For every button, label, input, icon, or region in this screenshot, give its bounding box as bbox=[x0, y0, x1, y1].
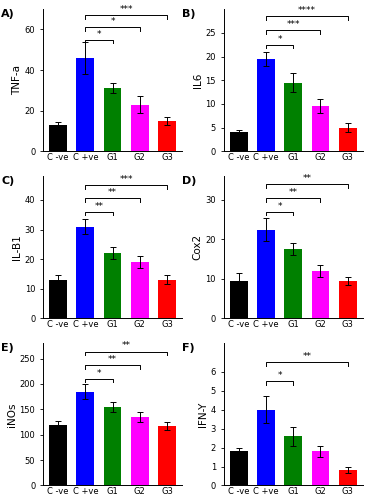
Bar bbox=[49, 125, 67, 151]
Bar bbox=[131, 104, 149, 151]
Text: *: * bbox=[110, 18, 115, 26]
Bar bbox=[131, 262, 149, 318]
Bar bbox=[257, 230, 275, 318]
Bar bbox=[104, 88, 121, 151]
Text: **: ** bbox=[289, 188, 298, 197]
Bar bbox=[104, 253, 121, 318]
Text: **: ** bbox=[94, 202, 103, 210]
Bar bbox=[76, 226, 94, 318]
Text: *: * bbox=[277, 371, 282, 380]
Text: C): C) bbox=[1, 176, 14, 186]
Bar bbox=[158, 121, 176, 151]
Y-axis label: TNF-a: TNF-a bbox=[12, 65, 22, 95]
Text: ****: **** bbox=[298, 6, 316, 15]
Y-axis label: IFN-Y: IFN-Y bbox=[198, 402, 208, 427]
Bar bbox=[339, 281, 356, 318]
Text: F): F) bbox=[182, 344, 195, 353]
Bar bbox=[131, 417, 149, 486]
Y-axis label: IL-B1: IL-B1 bbox=[12, 234, 22, 260]
Bar bbox=[339, 128, 356, 151]
Text: ***: *** bbox=[119, 175, 133, 184]
Text: **: ** bbox=[108, 355, 117, 364]
Bar bbox=[49, 424, 67, 486]
Bar bbox=[104, 407, 121, 486]
Bar bbox=[339, 470, 356, 486]
Bar bbox=[230, 132, 248, 151]
Bar bbox=[230, 452, 248, 486]
Bar bbox=[49, 280, 67, 318]
Text: *: * bbox=[277, 34, 282, 43]
Bar bbox=[158, 426, 176, 486]
Bar bbox=[158, 280, 176, 318]
Bar bbox=[257, 59, 275, 151]
Text: ***: *** bbox=[287, 20, 300, 30]
Y-axis label: iNOs: iNOs bbox=[7, 402, 17, 426]
Bar bbox=[230, 281, 248, 318]
Bar bbox=[312, 271, 329, 318]
Text: **: ** bbox=[121, 342, 131, 350]
Bar bbox=[284, 436, 302, 486]
Text: **: ** bbox=[108, 188, 117, 198]
Bar bbox=[284, 82, 302, 151]
Text: *: * bbox=[97, 30, 101, 38]
Bar bbox=[284, 250, 302, 318]
Y-axis label: IL6: IL6 bbox=[193, 72, 203, 88]
Text: *: * bbox=[97, 369, 101, 378]
Bar bbox=[312, 106, 329, 151]
Bar bbox=[76, 58, 94, 151]
Y-axis label: Cox2: Cox2 bbox=[193, 234, 203, 260]
Text: A): A) bbox=[1, 9, 15, 19]
Bar bbox=[76, 392, 94, 486]
Text: D): D) bbox=[182, 176, 196, 186]
Text: **: ** bbox=[302, 174, 311, 183]
Bar bbox=[312, 452, 329, 486]
Text: ***: *** bbox=[119, 5, 133, 14]
Text: E): E) bbox=[1, 344, 14, 353]
Text: **: ** bbox=[302, 352, 311, 362]
Bar bbox=[257, 410, 275, 486]
Text: B): B) bbox=[182, 9, 195, 19]
Text: *: * bbox=[277, 202, 282, 210]
